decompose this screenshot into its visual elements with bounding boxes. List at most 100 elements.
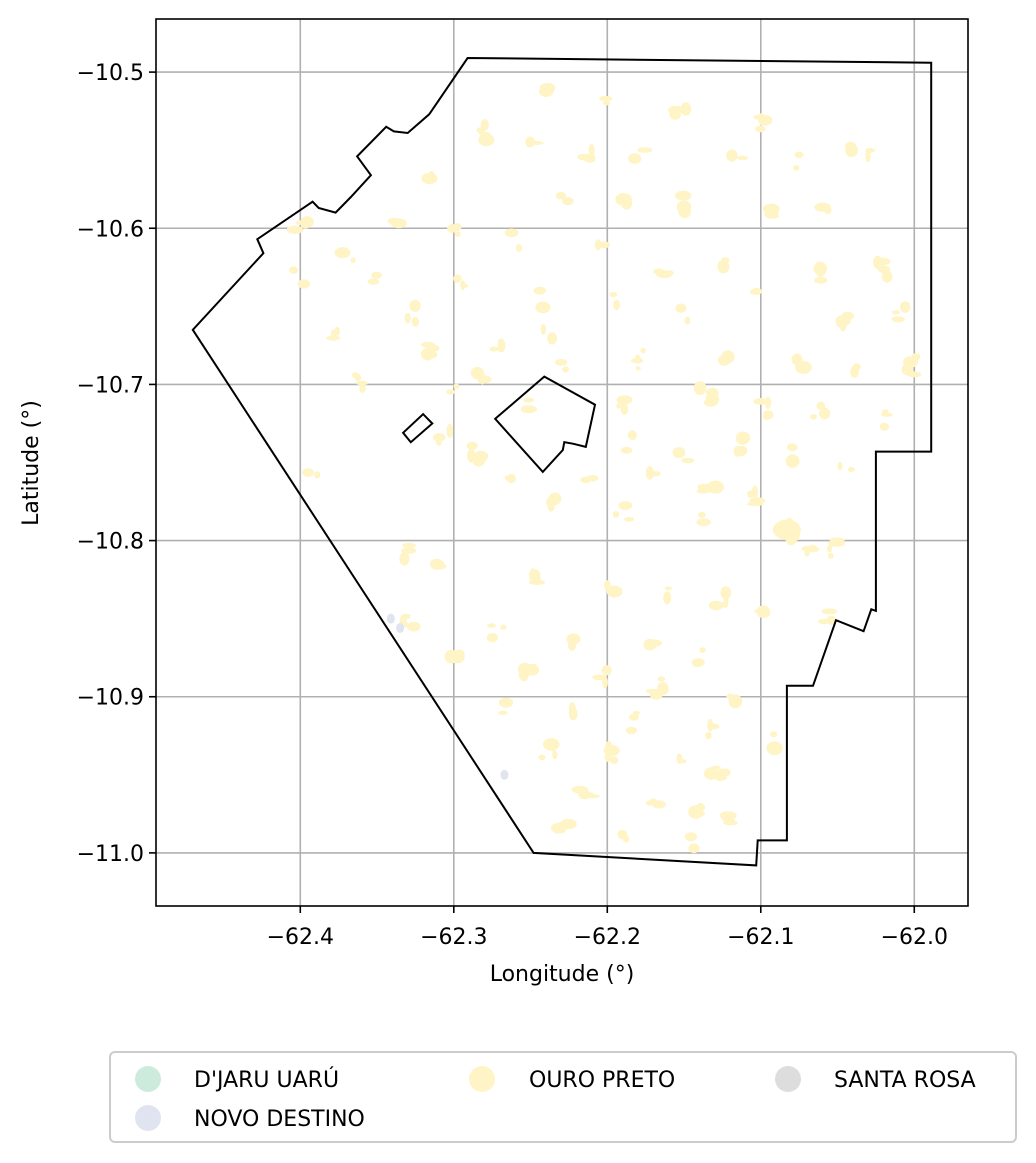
legend-marker-novo-destino (135, 1105, 161, 1131)
ouro-preto-patch (620, 446, 633, 454)
ouro-preto-patch (548, 492, 562, 505)
ouro-preto-patch (852, 363, 861, 371)
ouro-preto-patch (594, 239, 602, 251)
ouro-preto-patch (762, 410, 774, 420)
ouro-preto-patch (827, 552, 834, 559)
ouro-preto-patch (793, 165, 800, 171)
ouro-preto-patch (726, 149, 738, 162)
ouro-preto-patch (616, 403, 622, 409)
ouro-preto-patch (592, 674, 607, 681)
ouro-preto-patch (828, 539, 846, 547)
ouro-preto-patch (634, 354, 641, 364)
ouro-preto-patch (401, 613, 411, 619)
ouro-preto-patch (367, 278, 380, 285)
ouro-preto-patch (603, 745, 620, 756)
novo-destino-patch (500, 769, 509, 780)
ouro-preto-patch (652, 800, 666, 809)
ouro-preto-patch (627, 430, 637, 441)
ouro-preto-patch (675, 303, 687, 313)
boundary-layer (191, 56, 933, 867)
ouro-preto-patch (696, 489, 710, 494)
ouro-preto-patch (794, 151, 804, 158)
ouro-preto-patch (559, 818, 577, 830)
legend-marker-djaru-uaru (135, 1066, 161, 1092)
ouro-preto-patch (678, 206, 691, 219)
ouro-preto-patch (880, 412, 893, 417)
ouro-preto-patch (795, 360, 812, 374)
ouro-preto-patch (286, 225, 304, 234)
ouro-preto-patch (814, 202, 831, 212)
ouro-preto-patch (446, 389, 456, 395)
plot-frame (155, 18, 969, 907)
ouro-preto-patch (525, 663, 539, 676)
ouro-preto-patch (809, 414, 817, 420)
ouro-preto-patch (786, 443, 798, 452)
ouro-preto-patch (460, 280, 466, 291)
ouro-preto-patch (609, 756, 619, 764)
ouro-preto-patch (684, 832, 698, 842)
y-tick-label: −10.5 (77, 61, 144, 86)
ouro-preto-patch (447, 224, 457, 233)
ouro-preto-patch (721, 811, 735, 820)
ouro-preto-patch (735, 431, 751, 445)
ouro-preto-patch (721, 601, 729, 608)
ouro-preto-patch (674, 190, 692, 201)
ouro-preto-patch (816, 401, 826, 410)
ouro-preto-patch (314, 471, 321, 479)
boundary-hole (401, 412, 434, 444)
ouro-preto-patch (671, 113, 681, 120)
ouro-preto-patch (500, 624, 507, 631)
ouro-preto-patch (696, 518, 712, 527)
ouro-preto-patch (754, 125, 766, 133)
ouro-preto-patch (819, 407, 831, 420)
boundary-hole (493, 375, 597, 474)
ouro-preto-patch (900, 301, 911, 313)
ouro-preto-patch (754, 608, 769, 614)
ouro-preto-patch (518, 669, 529, 682)
ouro-preto-patch (606, 585, 623, 598)
ouro-preto-patch (628, 713, 639, 721)
ouro-preto-patch (411, 316, 419, 327)
y-axis-label: Latitude (°) (19, 400, 44, 526)
ouro-preto-patch (609, 291, 618, 298)
municipality-boundary (191, 56, 933, 867)
ouro-preto-patch (699, 647, 706, 653)
novo-destino-patch (386, 613, 395, 624)
ouro-preto-patch (635, 366, 641, 371)
ouro-preto-patch (289, 266, 299, 274)
ouro-preto-patch (664, 586, 673, 591)
x-tick-label: −62.4 (267, 925, 334, 950)
ouro-preto-patch (427, 344, 440, 352)
legend-label-santa-rosa: SANTA ROSA (834, 1068, 976, 1093)
ouro-preto-patch (616, 395, 633, 405)
ouro-preto-patch (751, 287, 762, 295)
ouro-preto-patch (404, 312, 411, 324)
ouro-preto-patch (827, 544, 833, 553)
ouro-preto-patch (847, 466, 856, 473)
ouro-preto-patch (554, 359, 568, 366)
land-patches (286, 83, 922, 854)
ouro-preto-patch (708, 600, 724, 611)
ouro-preto-patch (879, 422, 890, 431)
ouro-preto-patch (540, 323, 546, 336)
ouro-preto-patch (520, 405, 538, 414)
ouro-preto-patch (432, 433, 446, 442)
ouro-preto-patch (785, 454, 800, 468)
x-tick-label: −62.1 (727, 925, 794, 950)
ouro-preto-patch (623, 517, 635, 522)
ouro-preto-patch (466, 441, 478, 450)
ouro-preto-patch (497, 338, 506, 353)
ouro-preto-patch (620, 403, 629, 415)
ouro-preto-patch (645, 800, 654, 806)
ouro-preto-patch (875, 257, 891, 266)
legend: D'JARU UARÚ NOVO DESTINO OURO PRETO SANT… (109, 1051, 1017, 1143)
ouro-preto-patch (297, 279, 311, 289)
ouro-preto-patch (334, 247, 351, 259)
ouro-preto-patch (841, 311, 854, 321)
ouro-preto-patch (479, 370, 485, 385)
ouro-preto-patch (801, 545, 815, 552)
ouro-preto-patch (359, 384, 366, 393)
ouro-preto-patch (504, 228, 519, 238)
ouro-preto-patch (691, 658, 705, 667)
ouro-preto-patch (891, 310, 901, 315)
